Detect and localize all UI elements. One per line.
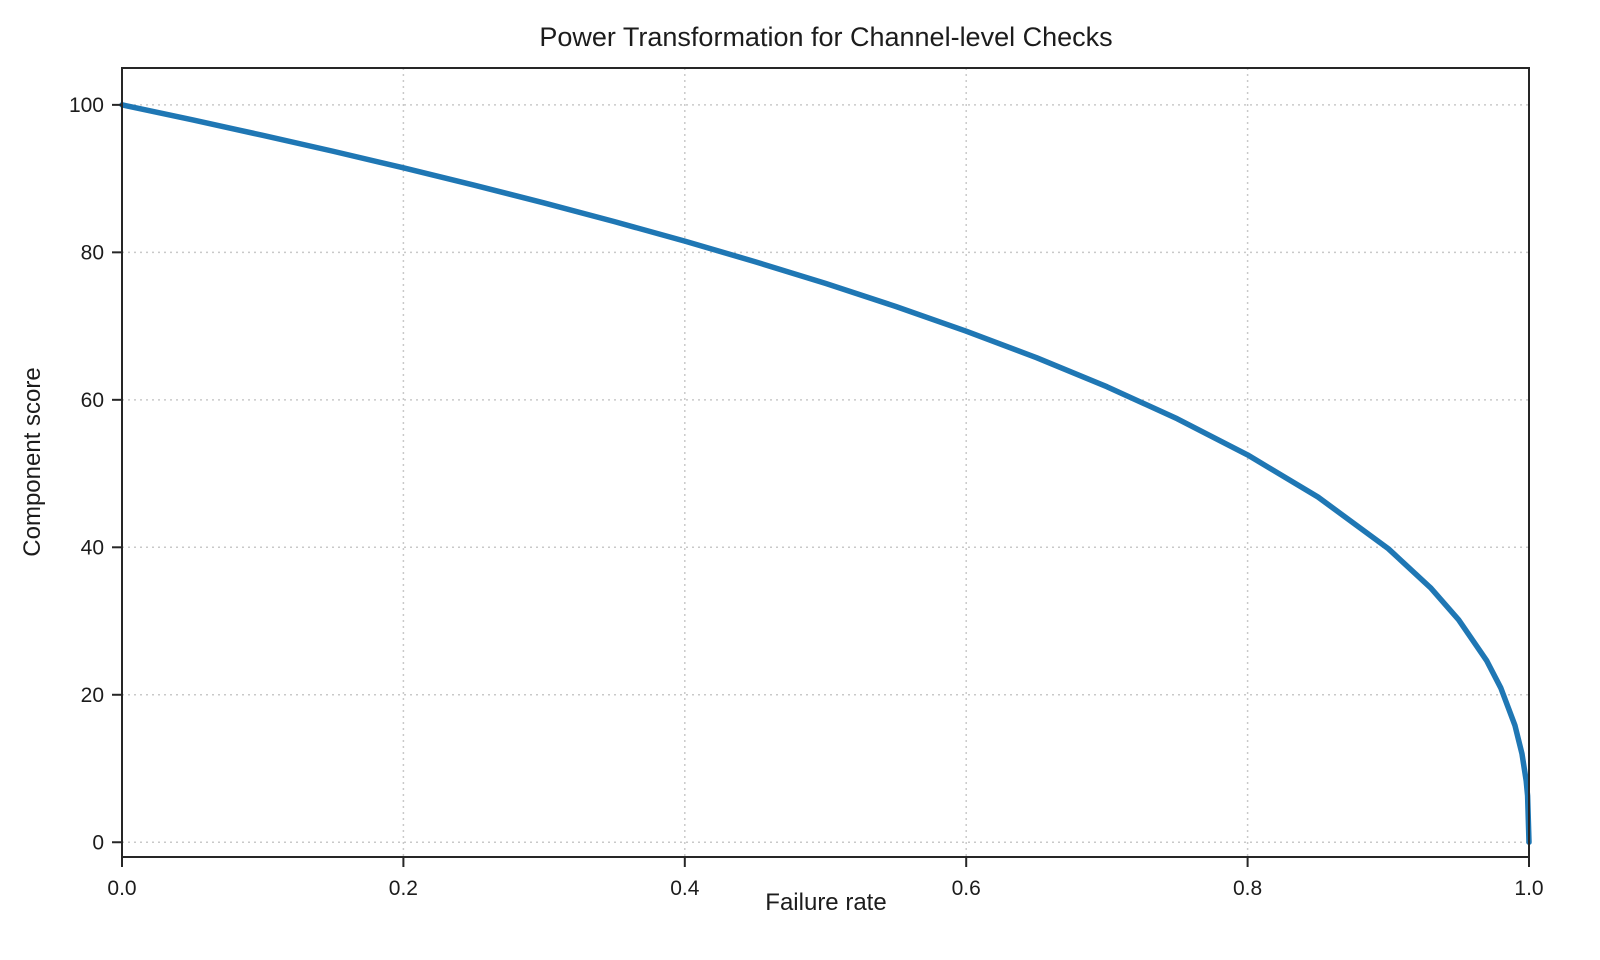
y-tick-label: 20 (81, 684, 104, 707)
x-tick-label: 0.0 (107, 877, 136, 900)
x-tick-label: 1.0 (1514, 877, 1543, 900)
y-tick-label: 0 (92, 831, 104, 854)
chart-title: Power Transformation for Channel-level C… (539, 22, 1112, 52)
x-tick-label: 0.6 (952, 877, 981, 900)
series-line-component-score (119, 102, 1532, 845)
y-tick-label: 60 (81, 389, 104, 412)
plot-frame (121, 67, 1530, 858)
x-tick-label: 0.8 (1233, 877, 1262, 900)
plot-frame-rect (121, 67, 1530, 858)
y-tick-label: 80 (81, 241, 104, 264)
y-tick-label: 100 (69, 94, 104, 117)
x-axis-title: Failure rate (765, 889, 886, 916)
x-tick-label: 0.2 (389, 877, 418, 900)
x-tick-label: 0.4 (670, 877, 700, 900)
series-layer (119, 102, 1532, 845)
grid-layer (121, 68, 1530, 857)
y-axis-title: Component score (19, 367, 46, 556)
y-tick-label: 40 (81, 536, 104, 559)
tick-layer: 0.0 0.2 0.4 0.6 0.8 1.0 0 20 40 60 80 100 (69, 94, 1544, 900)
